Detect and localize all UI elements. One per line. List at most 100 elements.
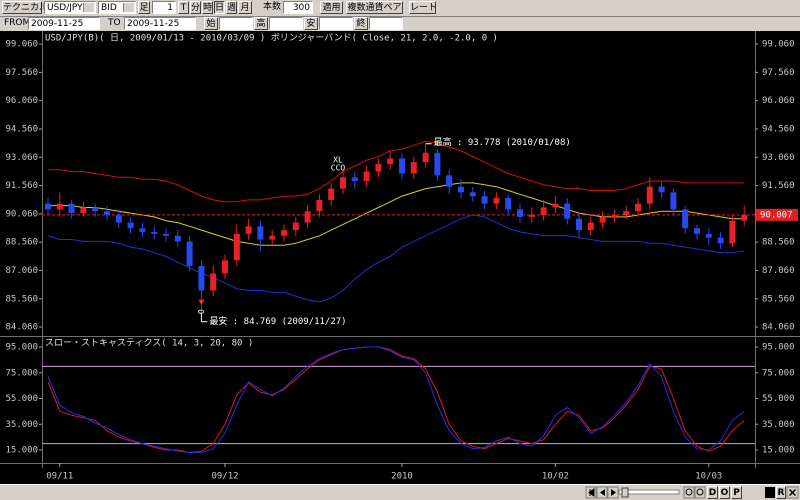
candle-body <box>528 215 535 217</box>
technical-button[interactable]: テクニカル <box>2 1 49 14</box>
y-tick-label: 15.000 <box>762 446 795 456</box>
week-button[interactable]: 週 <box>226 1 237 14</box>
multi-pair-button[interactable]: 複数通貨ペア <box>346 1 403 14</box>
y-tick-label: 75.000 <box>5 368 38 378</box>
plot-layer: 99.060 99.060 97.560 97.560 96.060 96.060 94.5… <box>5 40 798 482</box>
candle-body <box>599 216 606 223</box>
stochastic-line <box>47 346 745 454</box>
y-tick-label: 96.060 <box>5 96 38 106</box>
candle-body <box>281 230 287 236</box>
candle-body <box>45 203 51 210</box>
candle-body <box>446 175 453 187</box>
status-button[interactable]: P <box>731 486 742 499</box>
high-annotation: 最高 : 93.778 (2010/01/08) <box>434 136 571 148</box>
candle-body <box>469 192 476 197</box>
candle-body <box>399 158 405 174</box>
candle-body <box>694 228 700 234</box>
last-price-label: 90.007 <box>760 210 793 220</box>
to-label: TO <box>108 18 121 28</box>
candle-body <box>635 203 641 212</box>
status-button[interactable]: D <box>707 486 718 499</box>
candle-body <box>151 231 158 234</box>
candle-body <box>623 211 630 216</box>
candle-body <box>104 211 110 216</box>
y-tick-label: 93.060 <box>5 153 38 163</box>
count-input[interactable]: 300 <box>283 1 313 14</box>
y-tick-label: 15.000 <box>5 446 38 456</box>
y-tick-label: 84.060 <box>5 323 38 333</box>
close-field <box>369 17 403 30</box>
from-label: FROM <box>4 18 31 28</box>
zoom-in[interactable] <box>683 486 695 499</box>
stochastic-line <box>47 346 745 454</box>
candle-body <box>564 203 571 219</box>
status-button[interactable]: O <box>719 486 730 499</box>
candle-body <box>257 226 264 240</box>
toolbar-row1: テクニカル USD/JPY BID 足 1 T 分 時 日 週 月 本数 300… <box>0 0 800 17</box>
y-tick-label: 97.560 <box>5 68 38 78</box>
scroll-controls <box>585 486 799 499</box>
y-tick-label: 85.560 <box>762 294 795 304</box>
y-tick-label: 35.000 <box>762 420 795 430</box>
candle-body <box>174 235 181 242</box>
scroll-thumb[interactable] <box>621 487 629 498</box>
candle-body <box>328 188 335 200</box>
period-input[interactable]: 1 <box>152 1 176 14</box>
y-tick-label: 94.560 <box>5 124 38 134</box>
x-tick-label: 10/02 <box>542 472 569 482</box>
signal-label: O <box>196 309 205 314</box>
candle-body <box>163 233 169 236</box>
chart-background <box>0 31 800 484</box>
period-button[interactable]: 足 <box>138 1 150 14</box>
month-button[interactable]: 月 <box>238 1 252 14</box>
bollinger-band <box>47 214 745 303</box>
tick-button[interactable]: T <box>178 1 189 14</box>
candle-body <box>210 273 217 291</box>
status-button[interactable]: R <box>776 486 786 499</box>
candle-body <box>517 209 523 217</box>
high-label: 高 <box>254 17 268 30</box>
high-field <box>269 17 303 30</box>
apply-button[interactable]: 適用 <box>320 1 343 14</box>
icon <box>588 488 595 497</box>
icon <box>788 488 797 497</box>
x-tick-label: 09/12 <box>211 472 238 482</box>
y-tick-label: 75.000 <box>762 368 795 378</box>
hour-button[interactable]: 時 <box>202 1 213 14</box>
candle-body <box>68 203 75 214</box>
panel-frames <box>0 31 800 468</box>
zoom-out[interactable] <box>694 486 706 499</box>
open-label: 始 <box>204 17 218 30</box>
candle-body <box>434 152 441 176</box>
to-input[interactable]: 2009-11-25 <box>124 17 196 30</box>
scroll-track[interactable] <box>618 489 680 495</box>
day-button[interactable]: 日 <box>214 1 225 14</box>
signal-arrow <box>198 299 205 305</box>
pair-select[interactable]: USD/JPY <box>44 1 96 14</box>
minute-button[interactable]: 分 <box>190 1 201 14</box>
candle-body <box>658 186 665 193</box>
y-tick-label: 87.060 <box>762 266 795 276</box>
from-input[interactable]: 2009-11-25 <box>28 17 100 30</box>
y-tick-label: 91.560 <box>762 181 795 191</box>
y-tick-label: 88.560 <box>5 238 38 248</box>
y-tick-label: 96.060 <box>762 96 795 106</box>
candle-body <box>458 186 464 193</box>
price-select[interactable]: BID <box>98 1 136 14</box>
rate-button[interactable]: レート <box>409 1 438 14</box>
main-chart-title: USD/JPY(B)( 日, 2009/01/13 - 2010/03/09 )… <box>45 33 498 44</box>
y-tick-label: 95.000 <box>5 343 38 353</box>
candle-body <box>493 198 500 204</box>
candle-body <box>741 215 748 221</box>
candle-body <box>540 207 547 216</box>
candle-body <box>717 237 724 244</box>
y-tick-label: 87.060 <box>5 266 38 276</box>
candle-body <box>646 186 653 204</box>
candle-body <box>505 198 512 210</box>
icon <box>696 488 704 496</box>
y-tick-label: 35.000 <box>5 420 38 430</box>
color-button[interactable] <box>765 487 775 498</box>
candle-body <box>410 162 417 174</box>
x-tick-label: 10/03 <box>695 472 722 482</box>
